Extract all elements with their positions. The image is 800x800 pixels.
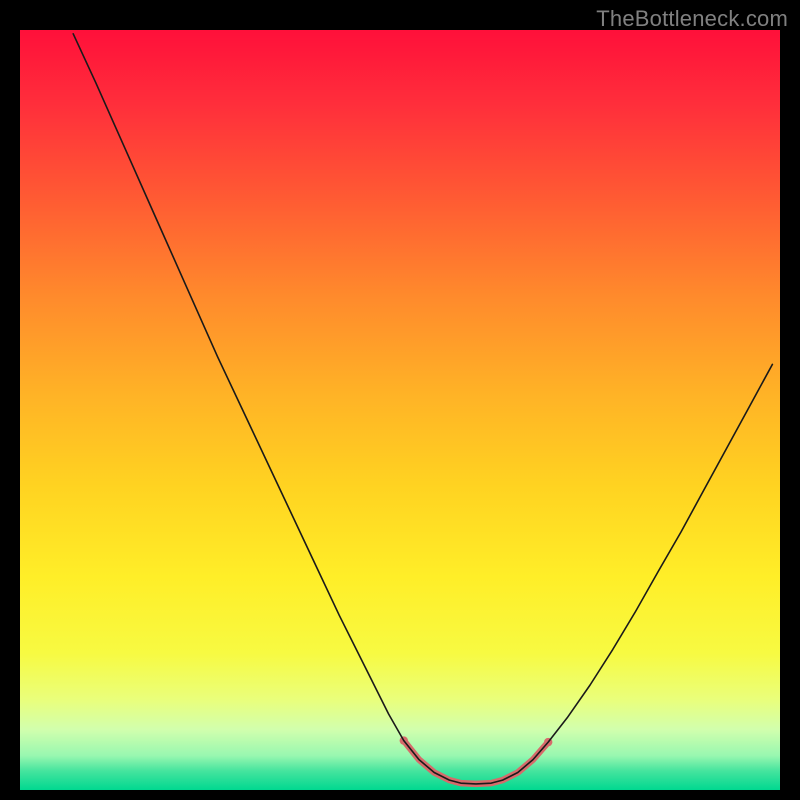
chart-plot-area	[20, 30, 780, 790]
watermark-text: TheBottleneck.com	[596, 6, 788, 32]
bottleneck-curve-chart	[20, 30, 780, 790]
gradient-background	[20, 30, 780, 790]
chart-frame: TheBottleneck.com	[0, 0, 800, 800]
